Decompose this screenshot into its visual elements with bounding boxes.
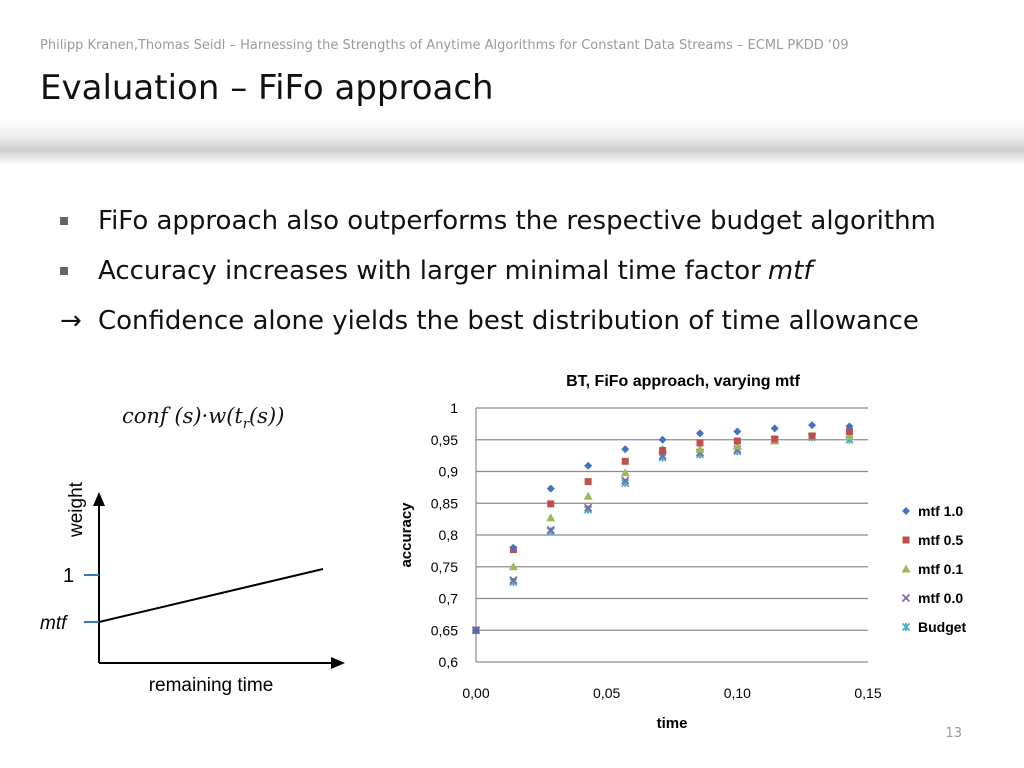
y-tick-label: 0,7	[439, 591, 459, 607]
page-number: 13	[945, 726, 962, 741]
legend-marker	[902, 507, 910, 515]
chart-legend: mtf 1.0 mtf 0.5 mtf 0.1 mtf 0.0 Budget	[901, 503, 967, 635]
data-point	[472, 626, 480, 635]
data-point	[546, 484, 555, 493]
x-tick-label: 0,10	[724, 685, 751, 701]
legend-label: Budget	[918, 619, 967, 635]
formula-tail: (s))	[249, 404, 285, 428]
data-point	[508, 562, 518, 571]
formula-main: conf (s)·w(t	[122, 404, 243, 428]
conclusion-text: Confidence alone yields the best distrib…	[98, 306, 919, 336]
data-point	[695, 429, 704, 438]
legend-label: mtf 0.0	[918, 590, 963, 606]
legend-marker	[901, 622, 911, 632]
data-point	[695, 444, 705, 453]
x-tick-label: 0,15	[854, 685, 881, 701]
legend-marker	[901, 564, 911, 573]
formula-subscript: r	[242, 417, 250, 433]
data-point	[546, 525, 555, 534]
header-band	[0, 0, 1024, 165]
y-tick-label: 0,6	[439, 654, 459, 670]
bullet-list: FiFo approach also outperforms the respe…	[60, 196, 936, 346]
data-point	[584, 503, 593, 512]
slide-title: Evaluation – FiFo approach	[40, 68, 494, 108]
data-point	[583, 491, 593, 500]
data-point	[845, 427, 853, 435]
x-tick-label: 0,05	[593, 685, 620, 701]
legend-label: mtf 1.0	[918, 503, 963, 519]
data-point	[621, 445, 630, 454]
data-point	[733, 437, 741, 445]
bullet-text: Accuracy increases with larger minimal t…	[98, 256, 761, 286]
y-tick-label: 0,9	[439, 464, 459, 480]
data-point	[547, 500, 555, 508]
data-point	[621, 476, 630, 485]
y-tick-label: 0,65	[431, 622, 458, 638]
data-point	[844, 432, 854, 441]
y-tick-label: 0,95	[431, 432, 458, 448]
data-point	[509, 543, 518, 552]
y-tick-label: 1	[450, 400, 458, 416]
data-point	[845, 422, 854, 431]
chart-points	[471, 421, 854, 635]
data-point	[732, 441, 742, 450]
legend-marker	[901, 593, 911, 603]
bullet-text: FiFo approach also outperforms the respe…	[98, 206, 936, 236]
data-point	[808, 432, 816, 440]
chart-gridlines	[476, 407, 868, 663]
legend-label: mtf 0.5	[918, 532, 963, 548]
square-bullet-icon	[60, 267, 68, 275]
data-point	[509, 576, 518, 585]
data-point	[733, 427, 742, 436]
legend-marker	[902, 536, 910, 544]
arrow-right-icon: →	[60, 306, 82, 336]
y-tick-label: 0,75	[431, 559, 458, 575]
data-point	[620, 468, 630, 477]
slide-header: Philipp Kranen,Thomas Seidl – Harnessing…	[40, 38, 849, 53]
data-point	[771, 435, 779, 443]
chart-x-axis-label: time	[657, 715, 688, 732]
data-point	[770, 424, 779, 433]
x-tick-label: 0,00	[462, 685, 489, 701]
bullet-emphasis: mtf	[767, 256, 813, 286]
data-point	[546, 513, 556, 522]
legend-label: mtf 0.1	[918, 561, 963, 577]
data-point	[546, 527, 555, 536]
data-point	[808, 421, 817, 430]
data-point	[658, 435, 667, 444]
chart-tick-labels: 0,6 0,65 0,7 0,75 0,8 0,85 0,9 0,95 1 0,00 0,05 0,1…	[431, 400, 882, 701]
conclusion-item: → Confidence alone yields the best distr…	[60, 296, 936, 346]
chart-y-axis-label: accuracy	[398, 502, 415, 568]
data-point	[584, 478, 592, 486]
data-point	[696, 439, 704, 447]
y-tick-label: 0,85	[431, 495, 458, 511]
formula: conf (s)·w(tr(s))	[122, 404, 284, 432]
square-bullet-icon	[60, 217, 68, 225]
data-point	[659, 447, 667, 455]
bullet-item: Accuracy increases with larger minimal t…	[60, 246, 936, 296]
data-point	[584, 461, 593, 470]
y-tick-label: 0,8	[439, 527, 459, 543]
bullet-item: FiFo approach also outperforms the respe…	[60, 196, 936, 246]
data-point	[621, 457, 629, 465]
chart-title: BT, FiFo approach, varying mtf	[566, 373, 800, 390]
